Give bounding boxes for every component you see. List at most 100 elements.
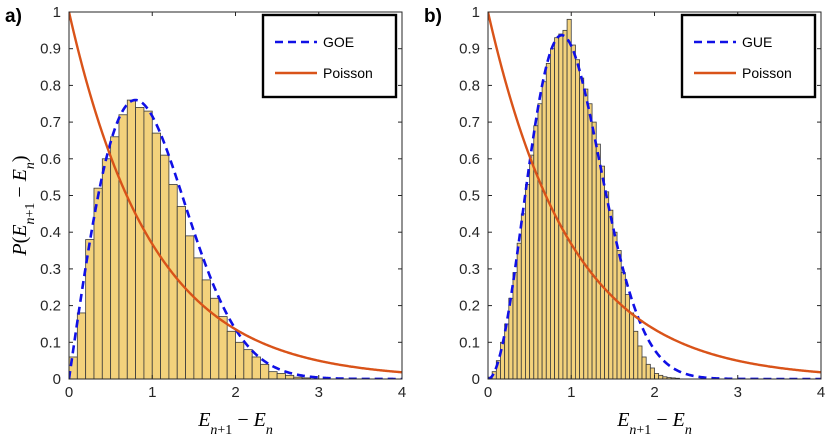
y-tick-label: 1 bbox=[472, 4, 480, 21]
y-tick-label: 0.1 bbox=[40, 334, 61, 351]
x-tick-label: 0 bbox=[484, 384, 492, 401]
histogram-bar bbox=[541, 81, 547, 379]
y-tick-label: 0.2 bbox=[40, 298, 61, 315]
y-tick-label: 0.7 bbox=[40, 114, 61, 131]
histogram-bar bbox=[599, 165, 605, 379]
histogram bbox=[488, 18, 680, 379]
histogram-bar bbox=[529, 154, 535, 379]
panel-a: 0 1 2 3 4 0 0.1 0.2 0.3 0.4 0.5 0.6 0.7 0.8 0.9 1 a) En+1… bbox=[5, 4, 406, 434]
histogram-bar bbox=[276, 373, 286, 379]
histogram-bar bbox=[143, 110, 153, 379]
y-tick-label: 0 bbox=[472, 371, 480, 388]
histogram-bar bbox=[637, 345, 643, 379]
histogram-bar bbox=[558, 33, 564, 379]
curves bbox=[69, 12, 402, 379]
histogram-bar bbox=[649, 367, 655, 379]
histogram-bar bbox=[525, 184, 531, 379]
histogram-bar bbox=[562, 29, 568, 379]
histogram-bar bbox=[226, 330, 236, 379]
histogram-bar bbox=[566, 18, 572, 379]
y-tick-label: 0.8 bbox=[40, 77, 61, 94]
histogram-bar bbox=[641, 356, 647, 379]
histogram-bar bbox=[118, 114, 128, 379]
histogram-bar bbox=[620, 272, 626, 379]
histogram-bar bbox=[235, 341, 245, 379]
legend-label-poisson: Poisson bbox=[742, 65, 792, 81]
histogram-bar bbox=[210, 297, 220, 379]
histogram-bar bbox=[570, 44, 576, 379]
histogram-bar bbox=[176, 206, 186, 379]
legend-label-poisson: Poisson bbox=[323, 65, 373, 81]
histogram-bar bbox=[624, 294, 630, 379]
y-tick-label: 0.8 bbox=[459, 77, 480, 94]
y-tick-label: 0.9 bbox=[459, 41, 480, 58]
legend-box bbox=[261, 13, 398, 99]
x-tick-label: 2 bbox=[231, 384, 239, 401]
histogram-bar bbox=[658, 374, 664, 379]
histogram-bar bbox=[500, 341, 506, 379]
histogram-bar bbox=[579, 77, 585, 379]
y-tick-label: 0.2 bbox=[459, 298, 480, 315]
legend-box bbox=[680, 13, 817, 99]
x-tick-label: 0 bbox=[65, 384, 73, 401]
x-tick-label: 3 bbox=[734, 384, 742, 401]
histogram-bar bbox=[629, 312, 635, 379]
histogram-bar bbox=[583, 88, 589, 379]
y-tick-label: 0.3 bbox=[459, 261, 480, 278]
x-tick-label: 1 bbox=[567, 384, 575, 401]
histogram-bar bbox=[520, 213, 526, 379]
histogram-bar bbox=[508, 297, 514, 379]
histogram-bar bbox=[185, 235, 195, 379]
histogram-bar bbox=[285, 374, 295, 379]
histogram-bar bbox=[76, 312, 87, 379]
histogram-bar bbox=[101, 158, 112, 379]
histogram-bar bbox=[260, 363, 270, 379]
y-axis-label: P(En+1 − En) bbox=[9, 155, 38, 256]
x-tick-label: 3 bbox=[315, 384, 323, 401]
y-tick-label: 0.9 bbox=[40, 41, 61, 58]
histogram-bar bbox=[604, 191, 610, 379]
histogram-bar bbox=[512, 272, 518, 379]
histogram-bar bbox=[251, 356, 261, 379]
x-tick-label: 4 bbox=[398, 384, 406, 401]
y-tick-label: 0.3 bbox=[40, 261, 61, 278]
histogram-bar bbox=[595, 143, 601, 379]
histogram-bar bbox=[645, 363, 651, 379]
x-tick-label: 2 bbox=[650, 384, 658, 401]
poisson-curve bbox=[488, 12, 821, 374]
y-tick-label: 0 bbox=[53, 371, 61, 388]
legend-label-goe: GOE bbox=[323, 34, 354, 50]
legend-label-gue: GUE bbox=[742, 34, 772, 50]
y-tick-label: 0.4 bbox=[40, 224, 61, 241]
panel-b: 0 1 2 3 4 0 0.1 0.2 0.3 0.4 0.5 0.6 0.7 0.8 0.9 1 b) En+1… bbox=[424, 4, 825, 434]
y-tick-label: 0.6 bbox=[40, 151, 61, 168]
y-tick-label: 0.6 bbox=[459, 151, 480, 168]
histogram-bar bbox=[554, 37, 560, 379]
histogram-bar bbox=[633, 330, 639, 379]
histogram-bar bbox=[93, 187, 103, 379]
poisson-curve bbox=[69, 12, 402, 374]
y-tick-label: 1 bbox=[53, 4, 61, 21]
x-tick-label: 1 bbox=[148, 384, 156, 401]
histogram bbox=[69, 99, 311, 379]
histogram-bar bbox=[193, 257, 203, 379]
x-axis-label: En+1 − En bbox=[616, 409, 692, 434]
y-tick-label: 0.5 bbox=[40, 188, 61, 205]
histogram-bar bbox=[537, 103, 543, 379]
histogram-bar bbox=[545, 62, 551, 379]
legend: GOE Poisson bbox=[261, 13, 398, 99]
panel-label: a) bbox=[5, 6, 22, 27]
histogram-bar bbox=[168, 184, 178, 379]
histogram-bar bbox=[268, 371, 278, 379]
x-tick-label: 4 bbox=[817, 384, 825, 401]
histogram-bar bbox=[135, 107, 145, 379]
histogram-bar bbox=[575, 59, 580, 379]
histogram-bar bbox=[654, 373, 660, 379]
histogram-bar bbox=[504, 323, 510, 379]
histogram-bar bbox=[126, 99, 137, 379]
legend: GUE Poisson bbox=[680, 13, 817, 99]
goe-curve bbox=[69, 98, 402, 379]
histogram-bar bbox=[591, 121, 597, 379]
panel-label: b) bbox=[424, 6, 442, 27]
